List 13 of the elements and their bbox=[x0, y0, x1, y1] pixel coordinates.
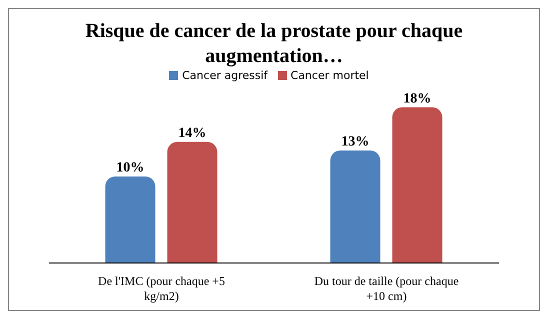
data-label: 13% bbox=[341, 134, 370, 150]
legend-label: Cancer mortel bbox=[290, 69, 369, 82]
bar bbox=[392, 107, 442, 263]
data-label: 18% bbox=[403, 91, 432, 106]
bar bbox=[330, 150, 380, 263]
data-label: 14% bbox=[178, 126, 206, 141]
x-tick-label: Du tour de taille (pour chaque +10 cm) bbox=[314, 274, 459, 303]
x-tick-label: De l'IMC (pour chaque +5 kg/m2) bbox=[98, 274, 225, 303]
data-label: 10% bbox=[116, 160, 144, 176]
bar bbox=[167, 142, 218, 263]
chart-title: Risque de cancer de la prostate pour chaque augmentation… bbox=[84, 19, 464, 69]
bar bbox=[105, 176, 156, 263]
legend-label: Cancer agressif bbox=[182, 69, 268, 82]
